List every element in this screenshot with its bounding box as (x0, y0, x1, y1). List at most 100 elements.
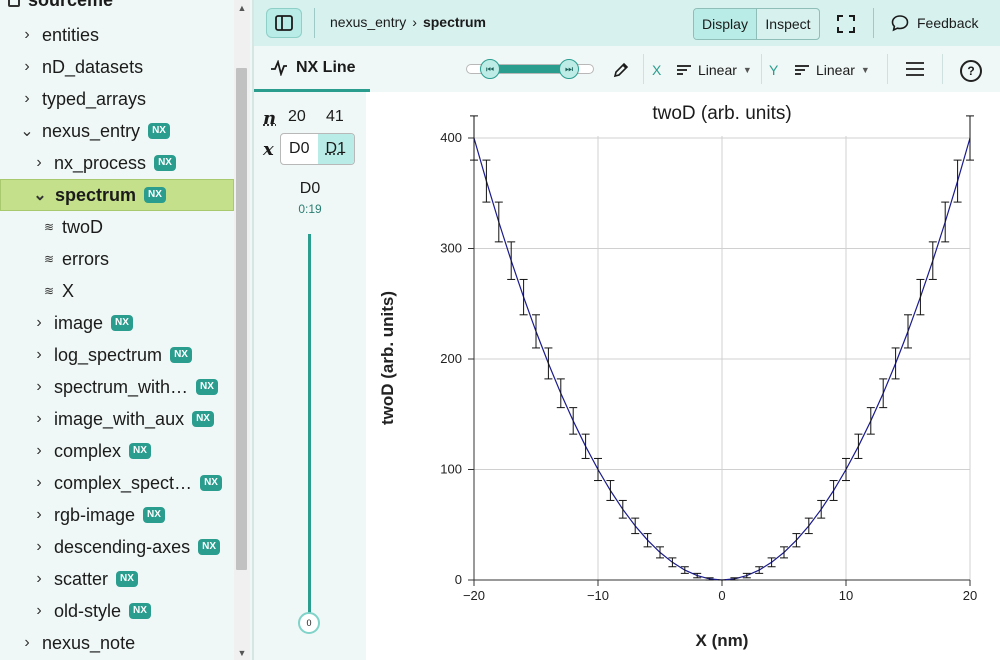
x-dimension-toggle: D0 D1 (280, 133, 355, 165)
nx-badge: NX (198, 539, 220, 555)
chevron-right-icon: › (36, 602, 42, 619)
slicer-track[interactable] (308, 234, 311, 622)
tree-item-image-with-aux[interactable]: › image_with_aux NX (0, 403, 234, 435)
feedback-label: Feedback (917, 15, 979, 31)
sort-lines-icon (795, 65, 809, 75)
tree-item-label: spectrum (55, 184, 137, 205)
tree-item-log-spectrum[interactable]: › log_spectrum NX (0, 339, 234, 371)
tree-item-spectrum-with[interactable]: › spectrum_with… NX (0, 371, 234, 403)
chevron-right-icon: › (36, 474, 42, 491)
tree-item-label: entities (42, 24, 100, 45)
chevron-right-icon: › (24, 634, 30, 651)
edit-pen-icon[interactable] (612, 61, 630, 79)
breadcrumb-parent[interactable]: nexus_entry (330, 14, 407, 30)
tree-item-scatter[interactable]: › scatter NX (0, 563, 234, 595)
domain-slider-fill (490, 65, 568, 73)
chevron-right-icon: › (36, 570, 42, 587)
tree-item-nexus-note[interactable]: › nexus_note (0, 627, 234, 659)
tab-label: NX Line (296, 58, 356, 76)
domain-min-handle[interactable]: ⏮ (480, 59, 500, 79)
tree-item-typed-arrays[interactable]: › typed_arrays (0, 83, 234, 115)
chat-bubble-icon (891, 15, 909, 32)
nx-badge: NX (192, 411, 214, 427)
line-chart[interactable]: twoD (arb. units) −20 −10 0 10 20 0 100 200 300 4… (366, 92, 1000, 660)
sort-lines-icon (677, 65, 691, 75)
scroll-up-icon[interactable]: ▲ (237, 3, 247, 13)
nx-badge: NX (111, 315, 133, 331)
tree-item-x[interactable]: ≋ X (0, 275, 234, 307)
tree-item-label: complex_spect… (54, 472, 193, 493)
divider (643, 54, 644, 84)
dim-d1-button[interactable]: D1 (317, 134, 354, 164)
chevron-right-icon: › (36, 538, 42, 555)
x-scale-select[interactable]: Linear ▼ (676, 62, 752, 78)
breadcrumb-current: spectrum (422, 14, 486, 30)
divider (942, 54, 943, 84)
tree-item-complex-spect[interactable]: › complex_spect… NX (0, 467, 234, 499)
tree-root[interactable]: sourceme (8, 0, 113, 10)
skip-forward-icon: ⏭ (564, 63, 574, 74)
help-icon[interactable]: ? (960, 60, 982, 82)
tree-item-old-style[interactable]: › old-style NX (0, 595, 234, 627)
x-axis-title: X (nm) (696, 631, 749, 650)
slicer-value: 0 (306, 618, 312, 628)
tree-item-rgb-image[interactable]: › rgb-image NX (0, 499, 234, 531)
dim-d0-button[interactable]: D0 (289, 140, 310, 157)
x-tick-label: 10 (839, 588, 853, 603)
sidebar: sourceme › entities › nD_datasets › typed_arr… (0, 0, 252, 660)
chevron-right-icon: › (24, 58, 30, 75)
tree-item-label: nx_process (54, 152, 147, 173)
tree-item-spectrum[interactable]: ⌄ spectrum NX (0, 179, 234, 211)
display-mode-button[interactable]: Display (694, 9, 757, 39)
tree-item-image[interactable]: › image NX (0, 307, 234, 339)
tree-item-twod[interactable]: ≋ twoD (0, 211, 234, 243)
x-scale-value: Linear (698, 62, 737, 78)
divider (873, 8, 874, 38)
sidebar-toggle-button[interactable] (266, 8, 302, 38)
feedback-button[interactable]: Feedback (891, 14, 978, 32)
tree-item-label: scatter (54, 568, 109, 589)
tab-nx-line[interactable]: NX Line (254, 46, 370, 92)
divider (314, 8, 315, 38)
tree-item-descending-axes[interactable]: › descending-axes NX (0, 531, 234, 563)
chevron-right-icon: › (36, 314, 42, 331)
tree-item-errors[interactable]: ≋ errors (0, 243, 234, 275)
slicer-range: 0:19 (298, 202, 322, 216)
y-scale-select[interactable]: Linear ▼ (794, 62, 870, 78)
caret-down-icon: ▼ (860, 65, 870, 75)
nx-badge: NX (129, 603, 151, 619)
hamburger-menu-icon[interactable] (906, 61, 924, 77)
tree-item-label: nexus_note (42, 632, 136, 653)
dims-size-symbol: n (263, 108, 277, 129)
tree-item-entities[interactable]: › entities (0, 19, 234, 51)
fullscreen-icon[interactable] (836, 14, 856, 34)
tree-item-nx-process[interactable]: › nx_process NX (0, 147, 234, 179)
tree-item-nd-datasets[interactable]: › nD_datasets (0, 51, 234, 83)
dataset-icon: ≋ (44, 252, 55, 266)
scroll-down-icon[interactable]: ▼ (237, 648, 247, 658)
sidebar-scroll-thumb[interactable] (236, 68, 247, 570)
x-axis-label: X (652, 62, 662, 78)
chevron-right-icon: › (36, 154, 42, 171)
sidebar-resizer[interactable] (252, 0, 254, 660)
y-axis-title: twoD (arb. units) (378, 291, 397, 425)
slicer-thumb[interactable]: 0 (298, 612, 320, 634)
sidebar-panel-icon (275, 15, 293, 31)
chevron-down-icon: ⌄ (20, 123, 34, 140)
y-tick-label: 300 (440, 241, 462, 256)
nx-badge: NX (196, 379, 218, 395)
tree-item-nexus-entry[interactable]: ⌄ nexus_entry NX (0, 115, 234, 147)
mode-toggle: Display Inspect (693, 8, 820, 40)
inspect-mode-button[interactable]: Inspect (765, 16, 811, 32)
dataset-icon: ≋ (44, 284, 55, 298)
x-axis-symbol: x (263, 139, 274, 160)
divider (887, 54, 888, 84)
tree-item-label: errors (62, 248, 110, 269)
y-tick-label: 200 (440, 351, 462, 366)
domain-max-handle[interactable]: ⏭ (559, 59, 579, 79)
divider (761, 54, 762, 84)
tree-item-label: nexus_entry (42, 120, 141, 141)
nx-badge: NX (144, 187, 166, 203)
tree-item-complex[interactable]: › complex NX (0, 435, 234, 467)
